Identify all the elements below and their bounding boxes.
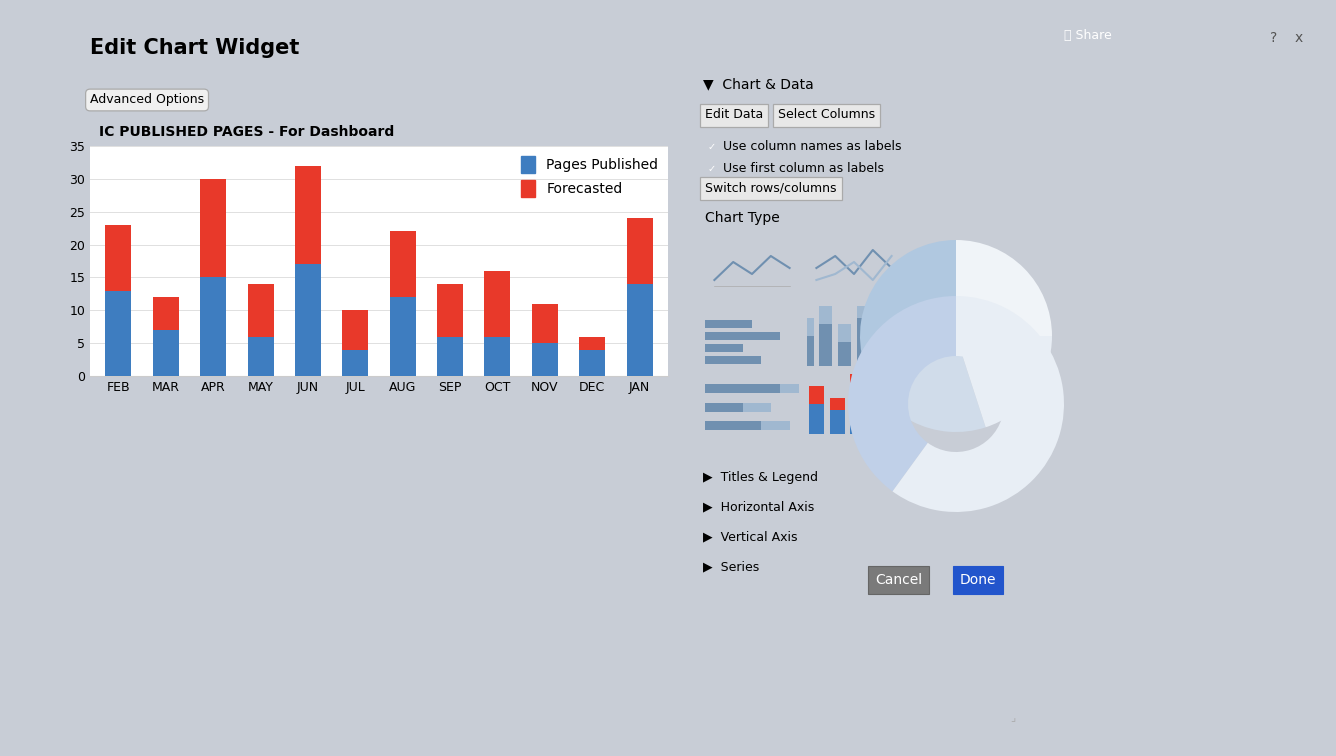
Bar (390, 231, 415, 297)
Text: ▶  Horizontal Axis: ▶ Horizontal Axis (703, 500, 814, 513)
Bar (838, 324, 851, 342)
Bar (200, 277, 226, 376)
Bar (247, 336, 274, 376)
Text: Use first column as labels: Use first column as labels (723, 163, 884, 175)
Wedge shape (860, 240, 957, 366)
Wedge shape (957, 240, 1051, 336)
Bar (705, 333, 780, 339)
Bar (247, 284, 274, 336)
Bar (705, 345, 743, 352)
Text: IC PUBLISHED PAGES - For Dashboard: IC PUBLISHED PAGES - For Dashboard (99, 125, 394, 139)
Text: Edit Data: Edit Data (705, 109, 763, 122)
Bar (762, 420, 790, 429)
Text: Chart Type: Chart Type (705, 211, 780, 225)
Bar (200, 179, 226, 277)
Text: ✓: ✓ (708, 164, 716, 174)
Bar (830, 398, 844, 410)
Bar (485, 336, 510, 376)
Bar (485, 271, 510, 336)
Text: x: x (1295, 31, 1303, 45)
Bar (856, 318, 870, 366)
Bar (800, 336, 814, 366)
Bar (850, 368, 866, 392)
Bar (627, 218, 652, 284)
Bar (705, 356, 762, 364)
Wedge shape (848, 296, 957, 491)
Bar (871, 398, 886, 410)
Bar (808, 404, 824, 434)
Bar (532, 304, 558, 343)
Text: Switch rows/columns: Switch rows/columns (705, 181, 836, 194)
Text: ⌟: ⌟ (1010, 713, 1015, 723)
Bar (342, 350, 369, 376)
Wedge shape (892, 296, 1063, 512)
Bar (705, 321, 752, 327)
Bar (437, 336, 464, 376)
Text: ▼  Chart & Data: ▼ Chart & Data (703, 77, 814, 91)
Bar (106, 290, 131, 376)
Text: Use column names as labels: Use column names as labels (723, 141, 902, 153)
Text: ▶  Titles & Legend: ▶ Titles & Legend (703, 470, 818, 484)
Wedge shape (864, 336, 986, 432)
Text: Edit Chart Widget: Edit Chart Widget (90, 38, 299, 58)
Bar (871, 410, 886, 434)
Bar (390, 297, 415, 376)
Bar (532, 343, 558, 376)
Bar (106, 225, 131, 290)
Bar (705, 420, 762, 429)
Legend: Pages Published, Forecasted: Pages Published, Forecasted (516, 150, 664, 202)
Bar (152, 330, 179, 376)
Bar (705, 385, 780, 394)
Text: Select Columns: Select Columns (778, 109, 875, 122)
Text: Advanced Options: Advanced Options (90, 94, 204, 107)
Text: ?: ? (1271, 31, 1277, 45)
Bar (705, 402, 743, 411)
Bar (780, 385, 808, 394)
Bar (627, 284, 652, 376)
Text: 🤝 Share: 🤝 Share (1063, 29, 1112, 42)
Text: ▶  Series: ▶ Series (703, 560, 759, 574)
Bar (856, 300, 870, 318)
Bar (850, 392, 866, 434)
Bar (808, 386, 824, 404)
Text: ▶  Vertical Axis: ▶ Vertical Axis (703, 531, 798, 544)
Bar (295, 265, 321, 376)
Bar (580, 336, 605, 350)
Bar (875, 330, 888, 366)
Bar (295, 166, 321, 265)
Bar (743, 402, 771, 411)
Text: Done: Done (961, 573, 997, 587)
Bar (342, 310, 369, 350)
Bar (800, 318, 814, 336)
Text: Cancel: Cancel (875, 573, 922, 587)
Bar (437, 284, 464, 336)
Bar (819, 324, 832, 366)
Bar (819, 306, 832, 324)
Bar (875, 312, 888, 330)
Bar (830, 410, 844, 434)
Bar (580, 350, 605, 376)
Wedge shape (957, 336, 1051, 427)
Bar (838, 342, 851, 366)
Text: ✓: ✓ (708, 142, 716, 152)
Bar (152, 297, 179, 330)
